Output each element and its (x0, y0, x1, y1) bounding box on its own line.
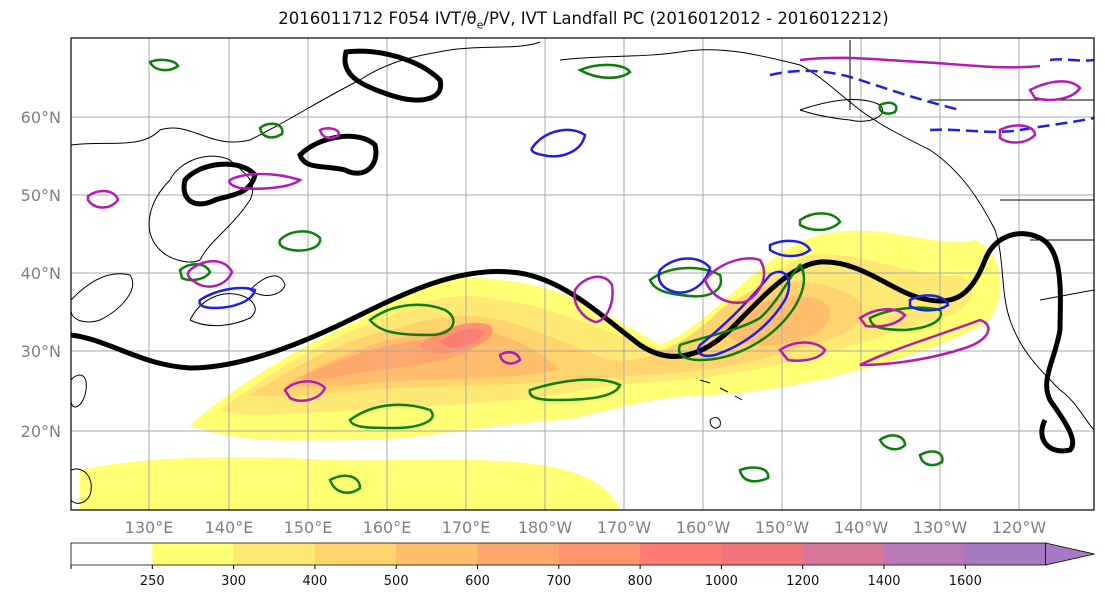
graticule (71, 38, 1094, 510)
lon-label: 150°E (284, 518, 333, 537)
colorbar-segment (396, 543, 479, 565)
colorbar-tick-label: 300 (221, 574, 246, 589)
colorbar-segment (314, 543, 397, 565)
colorbar-tick-label: 250 (140, 574, 165, 589)
lon-label: 160°W (676, 518, 731, 537)
title-theta: θ (466, 9, 477, 28)
lat-label: 40°N (21, 264, 61, 283)
magenta-contours (86, 56, 1082, 402)
longitude-labels: 130°E 140°E 150°E 160°E 170°E 180°W 170°… (125, 518, 1047, 537)
lon-label: 120°W (992, 518, 1047, 537)
colorbar-tick-label: 700 (546, 574, 571, 589)
colorbar-tick-label: 800 (628, 574, 653, 589)
colorbar-segment (558, 543, 641, 565)
colorbar (70, 542, 1095, 566)
lat-label: 20°N (21, 422, 61, 441)
ivt-shading (80, 230, 1001, 510)
map-title: 2016011712 F054 IVT/θe/PV, IVT Landfall … (0, 9, 1105, 31)
colorbar-extend-arrow (1045, 542, 1095, 566)
colorbar-segment (477, 543, 560, 565)
colorbar-tick-label: 1600 (949, 574, 982, 589)
lon-label: 150°W (755, 518, 810, 537)
lon-label: 170°W (597, 518, 652, 537)
colorbar-segment (884, 543, 966, 565)
map-frame (70, 37, 1095, 511)
lon-label: 130°E (125, 518, 174, 537)
title-prefix: 2016011712 F054 IVT/ (278, 9, 467, 28)
colorbar-segment (721, 543, 804, 565)
ivt-band-500-east (720, 296, 831, 346)
colorbar-tick-label: 600 (465, 574, 490, 589)
lon-label: 180°W (518, 518, 573, 537)
ivt-band-250-south (80, 457, 620, 510)
colorbar-segment (965, 543, 1048, 565)
colorbar-segment (802, 543, 885, 565)
colorbar-tick-labels: 250 300 400 500 600 700 800 1000 1200 1400 1600 (70, 565, 982, 589)
blue-contours (198, 58, 1094, 357)
colorbar-tick-label: 500 (384, 574, 409, 589)
ivt-band-800 (440, 328, 485, 348)
lon-label: 170°E (442, 518, 491, 537)
green-contours (148, 58, 944, 494)
black-contours (71, 48, 1076, 454)
lon-label: 140°W (834, 518, 889, 537)
map-plot-area (71, 38, 1094, 510)
borders (849, 40, 1094, 301)
title-suffix: /PV, IVT Landfall PC (2016012012 - 20160… (483, 9, 889, 28)
lat-label: 50°N (21, 186, 61, 205)
coastlines (71, 41, 1094, 504)
colorbar-tick-label: 1200 (786, 574, 819, 589)
lat-label: 60°N (21, 108, 61, 127)
colorbar-segment (152, 543, 235, 565)
latitude-labels: 60°N 50°N 40°N 30°N 20°N (21, 108, 61, 441)
colorbar-tick-label: 1400 (867, 574, 900, 589)
colorbar-segment (71, 543, 153, 565)
lon-label: 130°W (913, 518, 968, 537)
colorbar-segment (233, 543, 316, 565)
colorbar-tick-label: 400 (302, 574, 327, 589)
colorbar-segment (640, 543, 722, 565)
colorbar-tick-label: 1000 (705, 574, 738, 589)
lon-label: 160°E (363, 518, 412, 537)
title-theta-subscript: e (476, 18, 484, 32)
lat-label: 30°N (21, 342, 61, 361)
lon-label: 140°E (205, 518, 254, 537)
